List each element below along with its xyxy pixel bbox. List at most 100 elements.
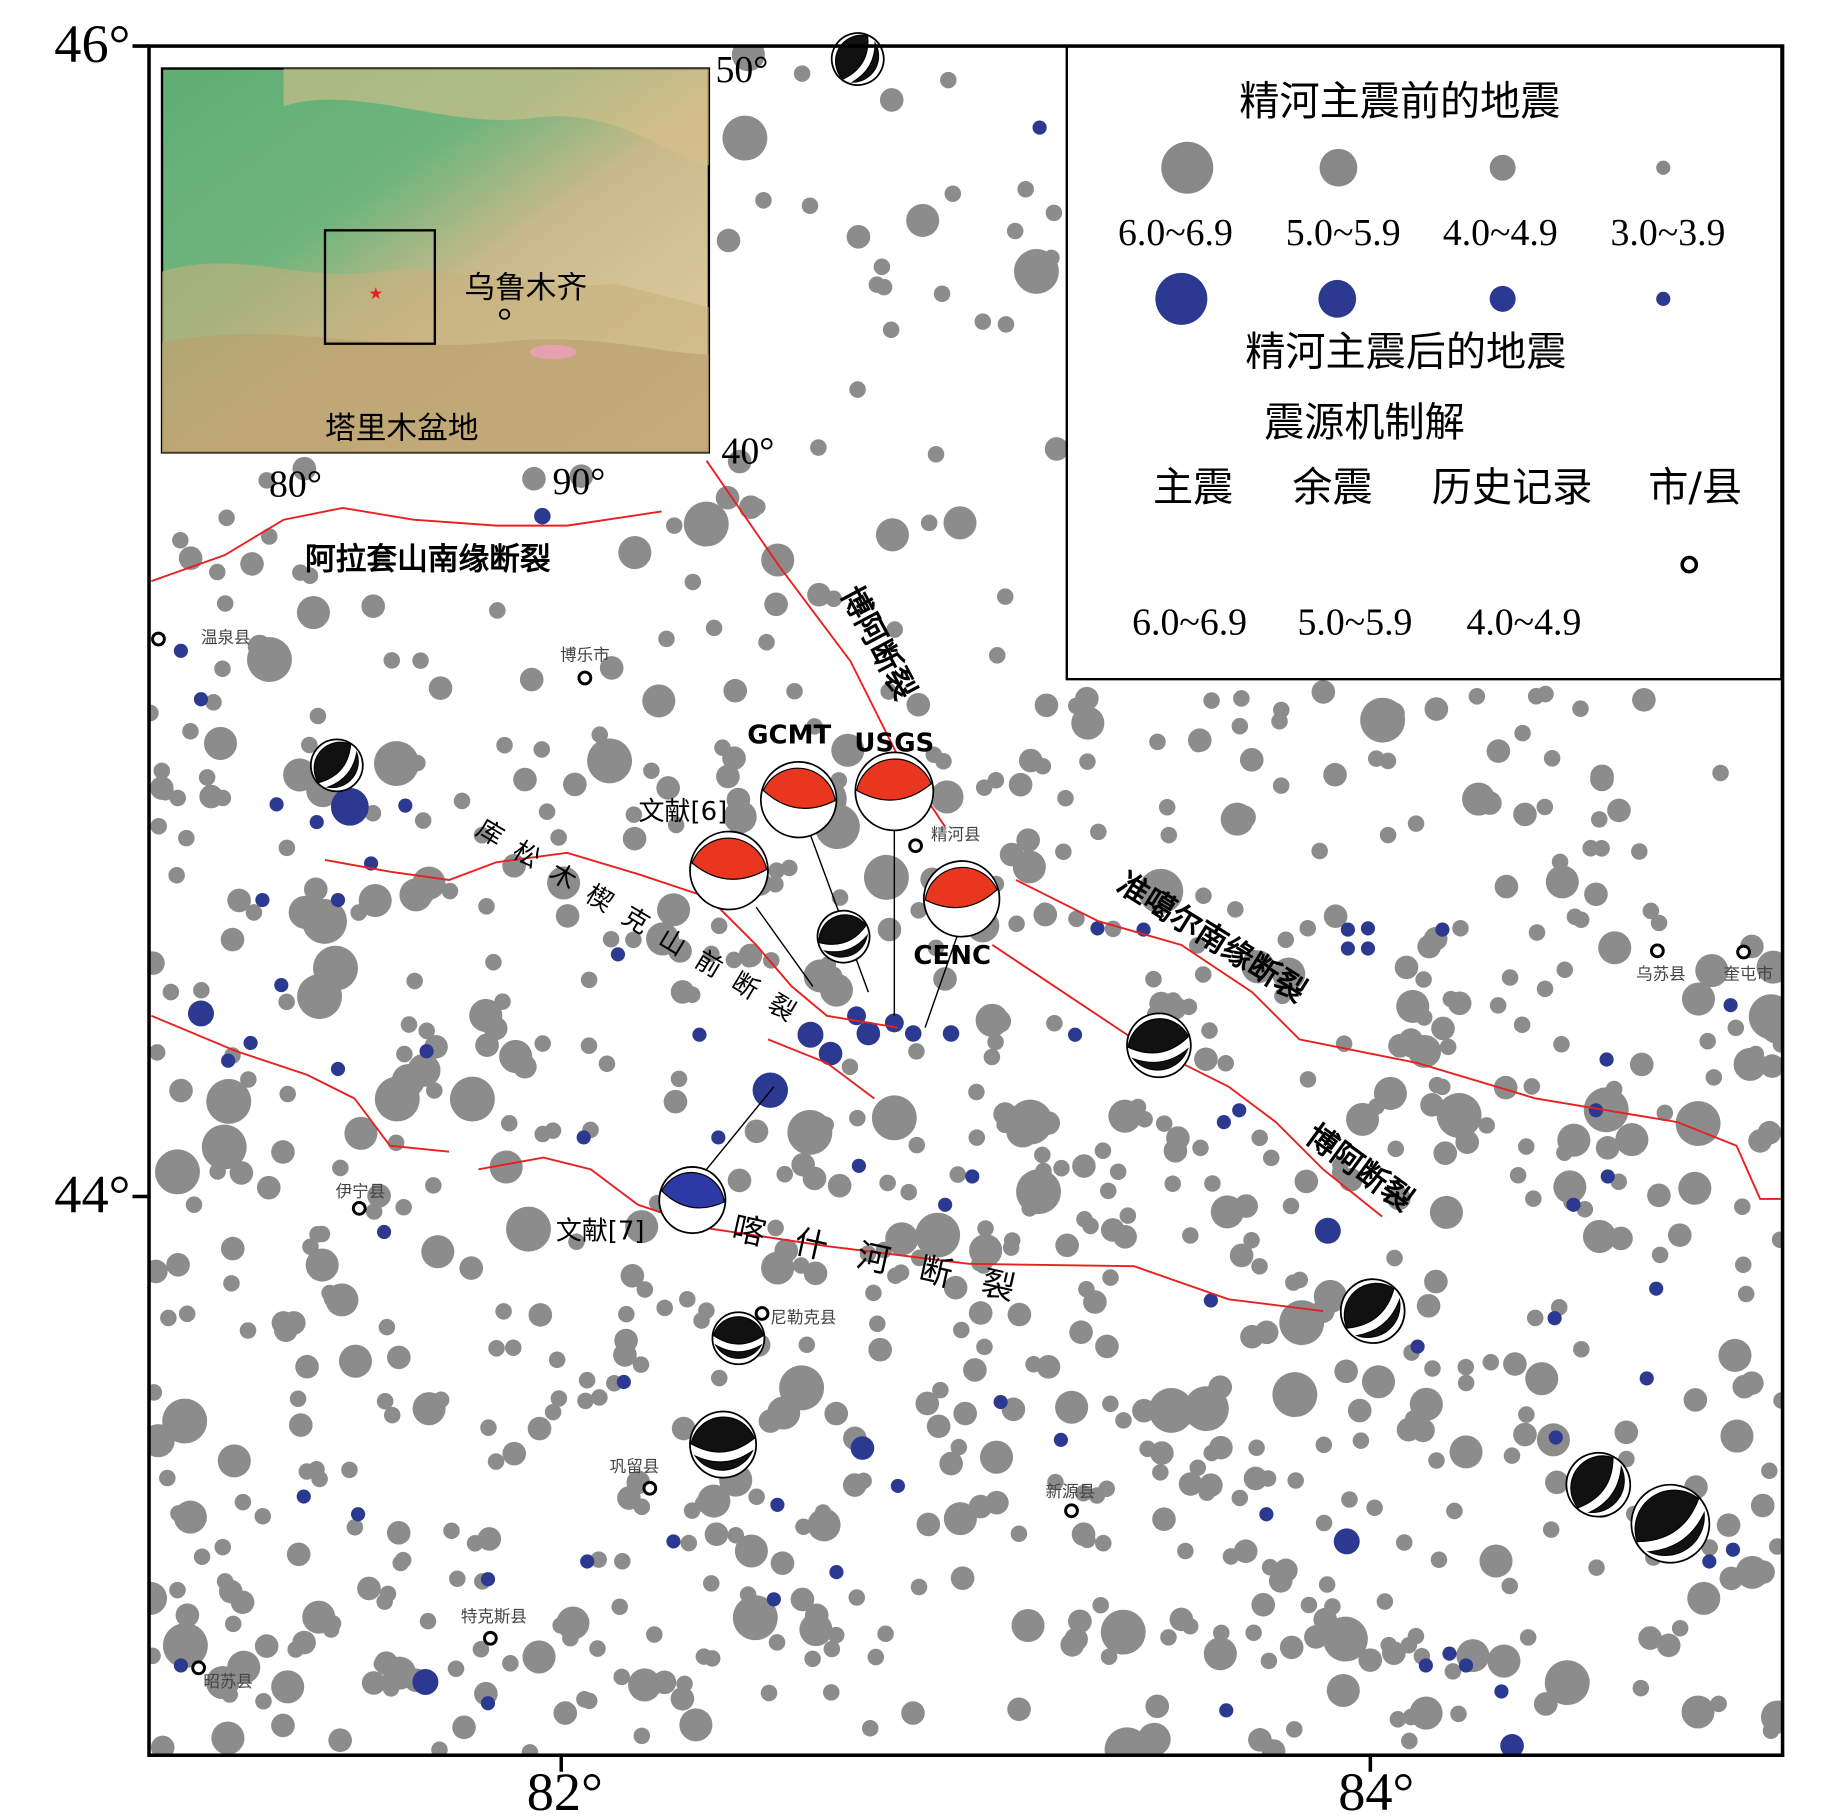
- earthquake-dot: [1373, 1076, 1407, 1110]
- earthquake-dot: [892, 1264, 910, 1281]
- earthquake-dot: [1016, 1169, 1061, 1215]
- earthquake-dot: [1010, 1525, 1028, 1543]
- earthquake-dot: [735, 1474, 752, 1491]
- earthquake-dot: [1057, 789, 1074, 807]
- earthquake-dot: [979, 1440, 1014, 1474]
- earthquake-dot: [1145, 970, 1162, 988]
- earthquake-dot: [301, 736, 318, 754]
- earthquake-dot: [666, 517, 683, 534]
- earthquake-dot: [178, 829, 195, 847]
- earthquake-dot: [1324, 1598, 1341, 1615]
- earthquake-dot: [1271, 712, 1288, 730]
- earthquake-dot: [1553, 1036, 1570, 1053]
- earthquake-dot: [1590, 811, 1608, 828]
- earthquake-dot: [722, 115, 768, 161]
- legend-label: 历史记录: [1432, 465, 1593, 511]
- earthquake-dot: [1340, 941, 1355, 956]
- earthquake-dot: [849, 1109, 866, 1127]
- mechanism-label: GCMT: [747, 720, 831, 750]
- earthquake-dot: [501, 1115, 518, 1132]
- earthquake-dot: [1137, 1722, 1171, 1756]
- earthquake-dot: [625, 806, 643, 823]
- earthquake-dot: [376, 1392, 394, 1410]
- earthquake-dot: [767, 875, 784, 893]
- earthquake-dot: [1667, 1223, 1692, 1247]
- earthquake-dot: [953, 1401, 978, 1426]
- earthquake-dot: [613, 1668, 630, 1686]
- earthquake-dot: [618, 1305, 635, 1323]
- earthquake-dot: [613, 1343, 637, 1367]
- earthquake-dot: [908, 1136, 926, 1154]
- earthquake-dot: [848, 1589, 866, 1606]
- earthquake-dot: [1232, 805, 1256, 829]
- earthquake-dot: [178, 1305, 196, 1323]
- lead-lines: [705, 830, 958, 1170]
- fault-line: [991, 944, 1383, 1218]
- earthquake-dot: [1079, 1531, 1096, 1549]
- earthquake-dot: [364, 804, 382, 822]
- lead-line: [755, 906, 814, 987]
- earthquake-dot: [378, 1318, 396, 1336]
- earthquake-dot: [740, 950, 758, 968]
- earthquake-dot: [1379, 826, 1397, 844]
- earthquake-dot: [1035, 1162, 1052, 1180]
- town-marker: [908, 838, 923, 854]
- earthquake-dot: [328, 1728, 352, 1753]
- town-marker: [1064, 1503, 1079, 1519]
- earthquake-dot: [1442, 990, 1460, 1008]
- earthquake-dot: [1291, 1271, 1309, 1289]
- earthquake-dot: [1259, 1507, 1274, 1522]
- earthquake-dot: [1109, 1163, 1127, 1180]
- earthquake-dot: [968, 1301, 993, 1325]
- earthquake-dot: [309, 707, 327, 725]
- earthquake-dot: [869, 876, 887, 893]
- earthquake-dot: [477, 1527, 502, 1551]
- earthquake-dot: [1401, 1732, 1418, 1750]
- earthquake-dot: [522, 1640, 556, 1674]
- earthquake-dot: [201, 1124, 247, 1170]
- earthquake-dot: [472, 1640, 490, 1658]
- earthquake-dot: [823, 1640, 841, 1658]
- earthquake-dot: [1582, 1219, 1617, 1253]
- earthquake-dot: [927, 939, 945, 957]
- legend-title: 震源机制解: [1264, 400, 1465, 446]
- earthquake-dot: [1386, 1186, 1411, 1211]
- earthquake-dot: [321, 1284, 338, 1302]
- earthquake-dot: [715, 485, 740, 510]
- earthquake-dot: [1436, 1093, 1482, 1138]
- earthquake-dot: [1548, 1430, 1563, 1445]
- earthquake-dot: [155, 1149, 200, 1195]
- earthquake-dot: [1347, 1398, 1372, 1423]
- earthquake-dot: [1189, 937, 1206, 954]
- beachball: [711, 1311, 766, 1366]
- fault-line: [478, 1156, 1324, 1313]
- mechanism-label: CENC: [913, 941, 991, 971]
- earthquake-dot: [1067, 1027, 1083, 1042]
- earthquake-dot: [1150, 1441, 1174, 1465]
- earthquake-dot: [1261, 1558, 1279, 1576]
- earthquake-dot: [1410, 1339, 1425, 1354]
- earthquake-dot: [309, 1226, 326, 1243]
- earthquake-dot: [1651, 1246, 1669, 1264]
- earthquake-dot: [1424, 1269, 1448, 1294]
- earthquake-dot: [1710, 1695, 1727, 1713]
- earthquake-dot: [873, 258, 891, 276]
- earthquake-dot: [1503, 1447, 1521, 1464]
- earthquake-dot: [797, 1021, 824, 1048]
- earthquake-dot: [633, 1727, 651, 1745]
- lon-label: 82°: [527, 1762, 603, 1819]
- earthquake-dot: [534, 1035, 551, 1052]
- earthquake-dot: [1557, 1123, 1591, 1157]
- earthquake-dot: [488, 1340, 505, 1357]
- earthquake-dot: [1279, 1635, 1304, 1660]
- earthquake-dot: [1007, 1697, 1031, 1722]
- earthquake-dot: [1198, 1484, 1216, 1502]
- earthquake-dot: [1231, 717, 1249, 735]
- earthquake-dot: [758, 633, 775, 651]
- earthquake-dot: [861, 1720, 879, 1737]
- earthquake-dot: [591, 726, 609, 743]
- earthquake-dot: [804, 1650, 821, 1668]
- earthquake-dot: [1501, 1577, 1518, 1595]
- earthquake-dot: [1712, 764, 1729, 782]
- earthquake-dot: [1435, 922, 1450, 937]
